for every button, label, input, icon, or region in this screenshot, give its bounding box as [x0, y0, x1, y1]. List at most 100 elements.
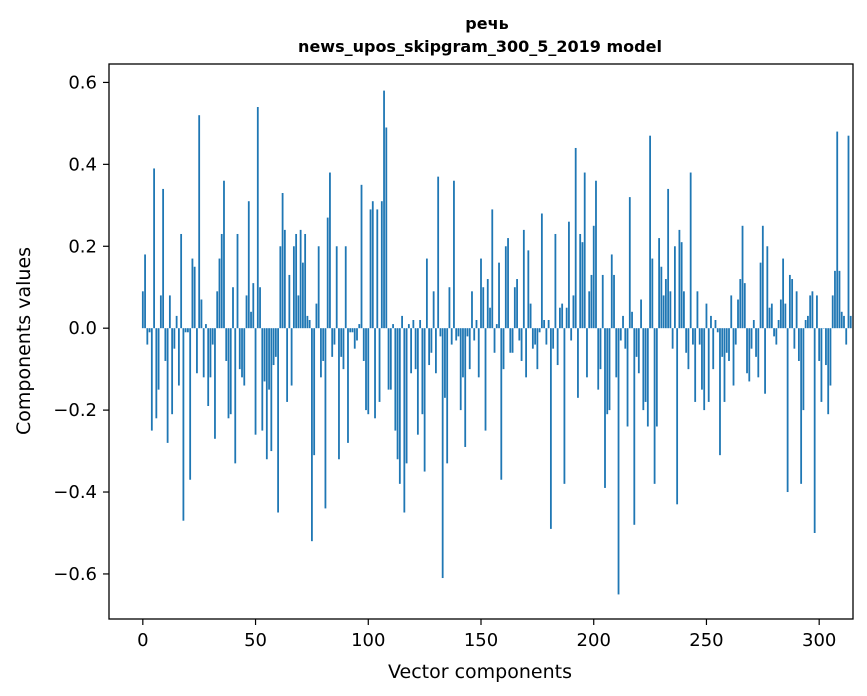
bar: [444, 328, 446, 398]
bar: [739, 279, 742, 329]
bar: [619, 328, 622, 341]
bar: [281, 193, 284, 329]
bar: [261, 328, 264, 431]
bar: [640, 299, 642, 329]
x-axis-ticks: 0 50 100 150 200 250 300: [137, 619, 836, 651]
bar: [457, 328, 460, 337]
bar: [263, 328, 266, 382]
bar: [380, 201, 383, 329]
bar: [721, 328, 724, 357]
bar: [782, 258, 785, 329]
bar: [784, 303, 787, 329]
bar: [807, 315, 809, 329]
bar: [356, 328, 358, 341]
bar: [299, 229, 302, 329]
bar: [662, 295, 665, 329]
y-tick-label: −0.2: [53, 400, 97, 421]
bar: [464, 328, 467, 447]
bar: [737, 299, 739, 329]
bar: [750, 328, 753, 349]
bar: [633, 328, 636, 525]
bar: [543, 320, 546, 329]
bar: [710, 315, 712, 329]
bar: [522, 229, 525, 329]
bar: [615, 328, 618, 378]
bar: [209, 328, 212, 378]
bar: [637, 328, 640, 374]
bar: [649, 135, 651, 329]
bar: [292, 246, 295, 329]
bar: [597, 328, 600, 390]
bar: [518, 328, 521, 341]
bar: [770, 303, 773, 329]
bar: [552, 328, 555, 349]
bar: [795, 291, 798, 329]
bar: [144, 254, 146, 329]
bar: [448, 287, 451, 329]
bar: [816, 295, 818, 329]
y-axis-label: Components values: [13, 247, 35, 435]
bar: [527, 250, 530, 329]
bar: [549, 328, 552, 529]
bar: [694, 328, 697, 402]
bar: [256, 107, 259, 329]
bar: [604, 328, 606, 488]
bar: [748, 328, 751, 382]
bar: [757, 328, 760, 378]
bar: [279, 246, 282, 329]
bar: [177, 328, 180, 386]
bar: [274, 328, 277, 357]
bar: [141, 291, 144, 329]
bar: [223, 180, 225, 329]
bar: [324, 328, 327, 509]
bar: [193, 266, 196, 329]
bar: [189, 328, 192, 480]
bar: [484, 328, 487, 431]
bar: [155, 328, 158, 419]
bar: [439, 328, 442, 337]
bar: [446, 328, 449, 464]
bar: [536, 328, 539, 370]
bar: [592, 225, 595, 329]
bar: [146, 328, 149, 345]
bar: [283, 229, 286, 329]
bar: [644, 328, 647, 402]
bar: [304, 233, 307, 329]
bar: [290, 328, 293, 386]
bar: [701, 328, 703, 390]
bar: [664, 279, 667, 329]
bar: [676, 328, 679, 505]
bar: [365, 328, 367, 411]
bar: [277, 328, 279, 513]
bar: [480, 258, 482, 329]
bar: [561, 303, 564, 329]
bar: [184, 328, 187, 333]
bar: [410, 328, 413, 374]
bar: [520, 328, 523, 361]
bar: [777, 320, 780, 329]
bar: [730, 295, 733, 329]
bar: [840, 311, 843, 329]
bar: [238, 328, 241, 370]
bar: [590, 274, 593, 329]
bar: [329, 172, 331, 329]
bar: [322, 328, 325, 361]
bar: [847, 135, 850, 329]
bar: [268, 328, 270, 390]
bar: [613, 274, 615, 329]
chart-subtitle: news_upos_skipgram_300_5_2019 model: [298, 37, 662, 56]
bar: [265, 328, 268, 460]
bar: [491, 209, 494, 329]
bar: [646, 328, 649, 427]
bar: [182, 328, 185, 521]
bar: [371, 201, 374, 329]
bar: [342, 328, 345, 370]
bar: [725, 328, 728, 353]
bar: [401, 315, 403, 329]
bar: [385, 127, 388, 329]
bar: [486, 279, 489, 329]
bar: [218, 258, 221, 329]
bar: [581, 242, 584, 329]
bar: [414, 328, 417, 370]
y-tick-label: 0.4: [68, 154, 97, 175]
